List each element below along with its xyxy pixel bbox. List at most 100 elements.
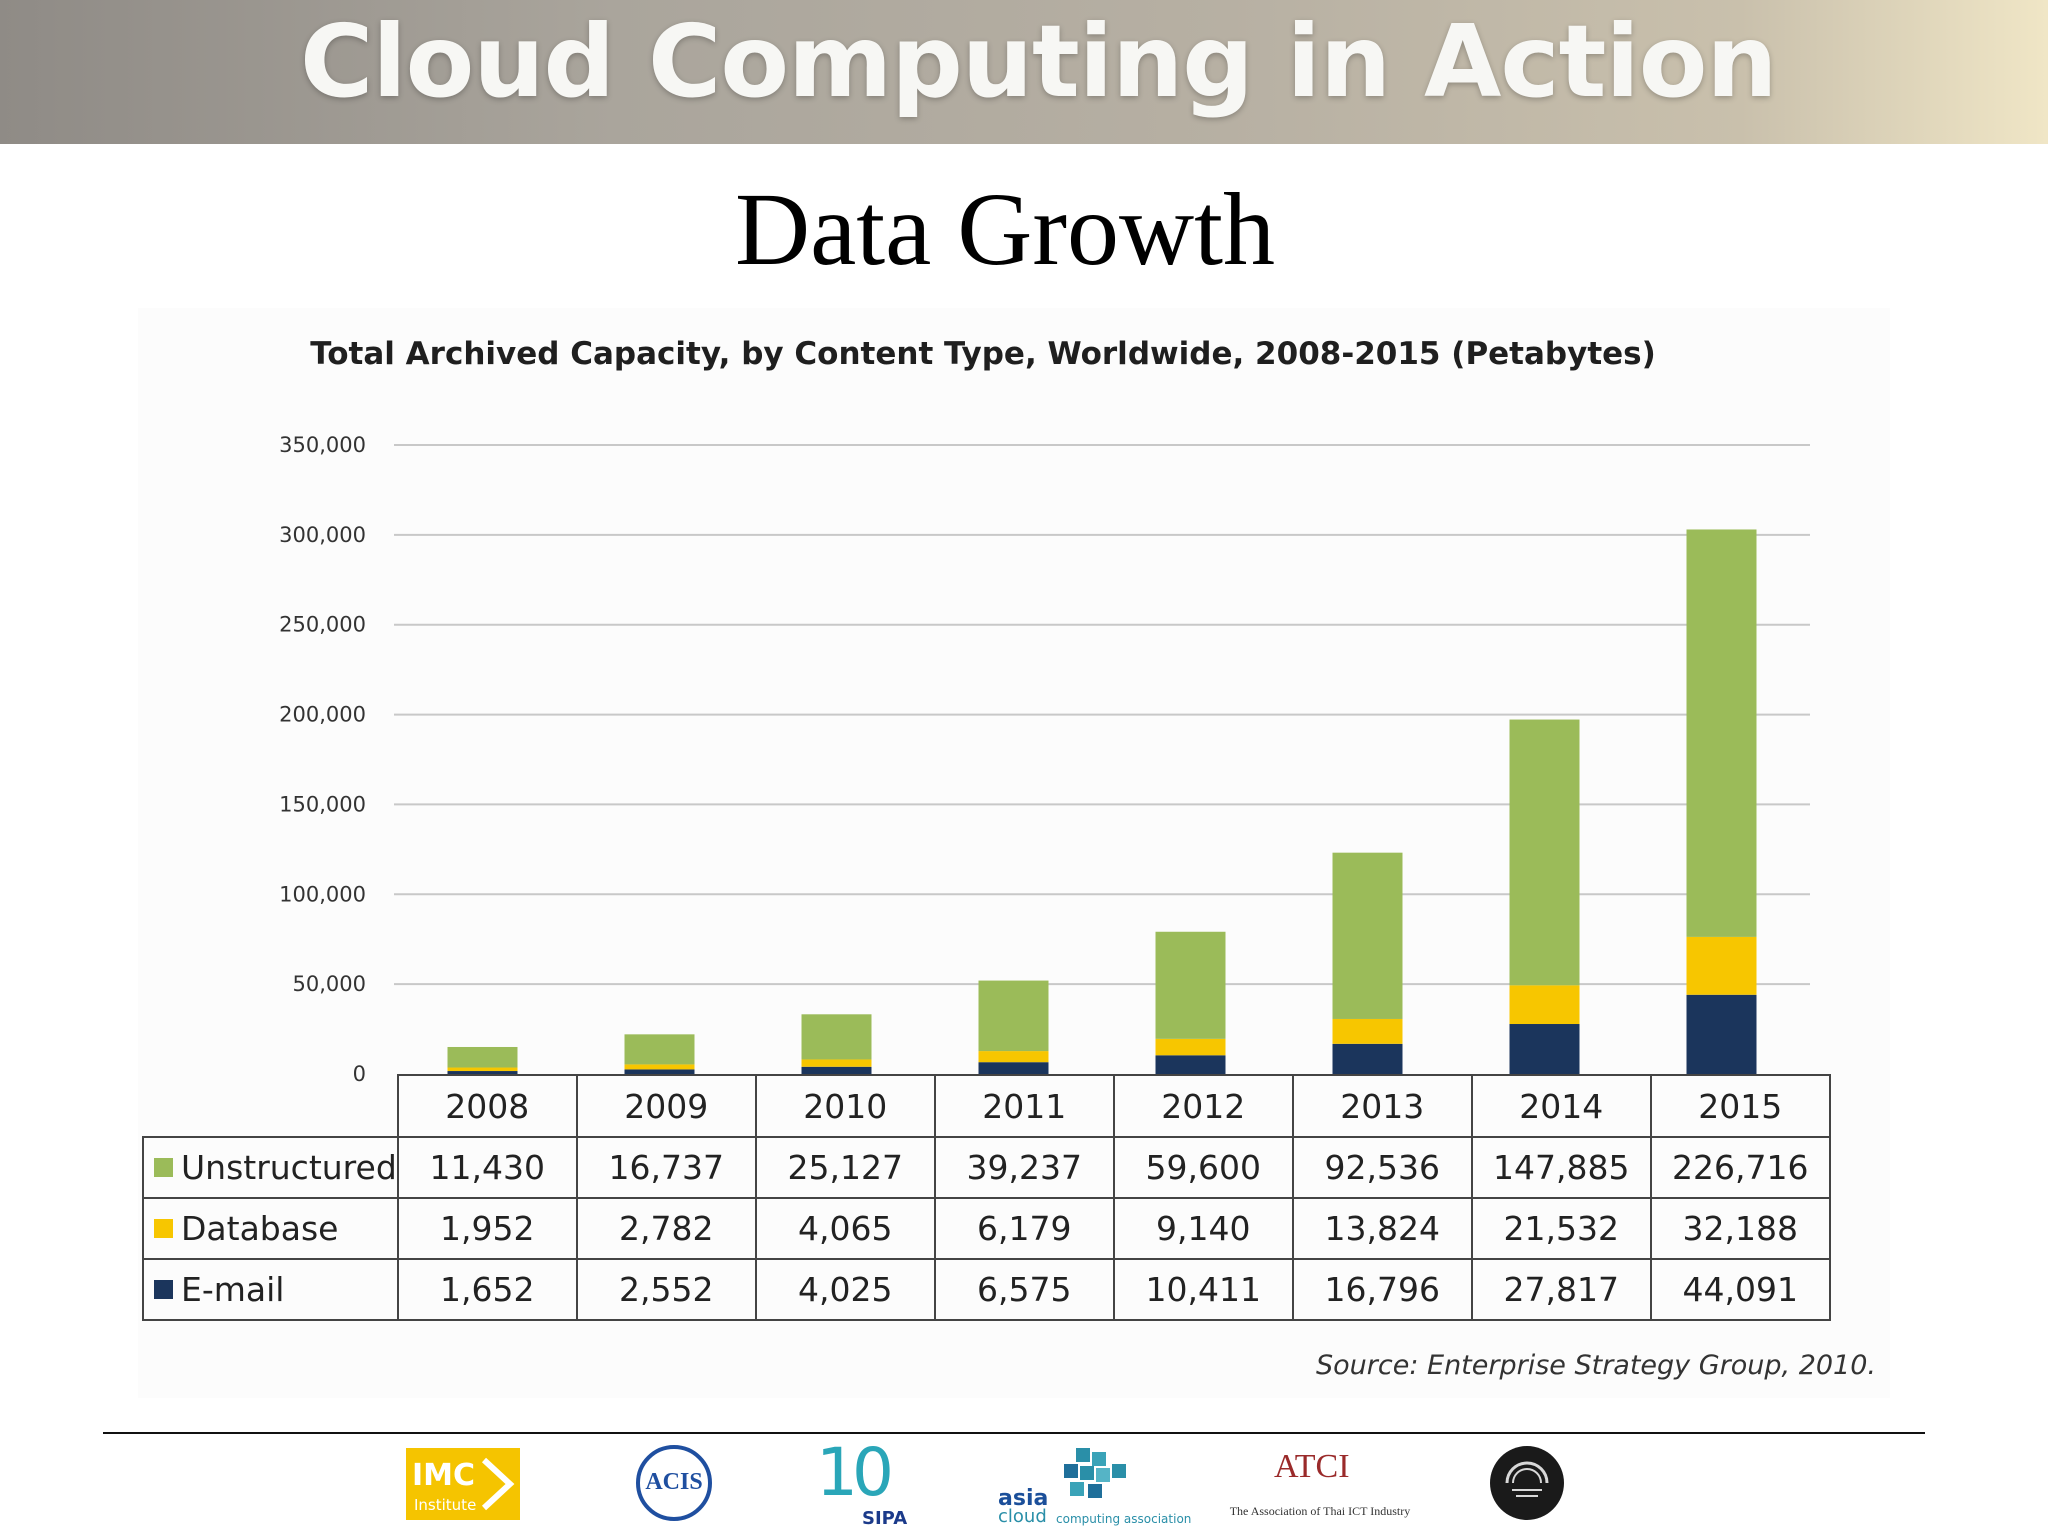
asia-logo-subtext: cloud xyxy=(998,1506,1047,1527)
y-tick-label: 50,000 xyxy=(293,972,366,996)
data-label: 1,952 xyxy=(396,1197,578,1260)
x-tick-label: 2014 xyxy=(1470,1074,1652,1138)
footer-divider xyxy=(103,1432,1925,1434)
y-tick-label: 0 xyxy=(353,1062,366,1086)
x-tick-label: 2009 xyxy=(575,1074,757,1138)
slide-title: Data Growth xyxy=(734,172,1276,287)
data-label: 147,885 xyxy=(1470,1136,1652,1199)
data-label: 11,430 xyxy=(396,1136,578,1199)
bar-database-2009 xyxy=(624,1064,695,1070)
legend-swatch xyxy=(154,1158,173,1177)
imc-institute-logo: IMC Institute xyxy=(406,1448,520,1520)
data-label: 27,817 xyxy=(1470,1258,1652,1321)
cloud-council-emblem-icon xyxy=(1505,1461,1549,1497)
data-table: 2008 2009 2010 2011 2012 2013 2014 2015 Unstruc… xyxy=(142,1074,1831,1321)
data-label: 59,600 xyxy=(1112,1136,1294,1199)
data-label: 9,140 xyxy=(1112,1197,1294,1260)
y-tick-label: 200,000 xyxy=(279,703,366,727)
bar-e-mail-2010 xyxy=(801,1066,872,1074)
x-tick-label: 2008 xyxy=(396,1074,578,1138)
bar-database-2008 xyxy=(447,1067,518,1072)
y-tick-label: 250,000 xyxy=(279,613,366,637)
x-tick-label: 2010 xyxy=(754,1074,936,1138)
data-label: 4,065 xyxy=(754,1197,936,1260)
banner-title: Cloud Computing in Action xyxy=(300,3,1778,120)
bar-e-mail-2013 xyxy=(1332,1043,1403,1074)
data-label: 10,411 xyxy=(1112,1258,1294,1321)
data-label: 226,716 xyxy=(1649,1136,1831,1199)
bar-e-mail-2011 xyxy=(978,1062,1049,1074)
chart-source: Source: Enterprise Strategy Group, 2010. xyxy=(1316,1350,1876,1381)
x-tick-label: 2015 xyxy=(1649,1074,1831,1138)
legend-entry: Unstructured xyxy=(142,1136,399,1199)
atci-logo-text: ATCI xyxy=(1274,1448,1350,1485)
imc-logo-text: IMC xyxy=(412,1458,476,1493)
data-label: 16,737 xyxy=(575,1136,757,1199)
atci-logo: ATCI The Association of Thai ICT Industr… xyxy=(1210,1446,1430,1526)
data-label: 21,532 xyxy=(1470,1197,1652,1260)
data-label: 44,091 xyxy=(1649,1258,1831,1321)
data-label: 32,188 xyxy=(1649,1197,1831,1260)
bars xyxy=(447,529,1757,1074)
acis-logo-text: ACIS xyxy=(645,1469,703,1495)
y-tick-label: 300,000 xyxy=(279,523,366,547)
chart-plot: 0 50,000 100,000 150,000 200,000 250,000 300,0… xyxy=(279,433,1810,1086)
data-label: 16,796 xyxy=(1291,1258,1473,1321)
y-tick-label: 100,000 xyxy=(279,882,366,906)
x-tick-label: 2012 xyxy=(1112,1074,1294,1138)
x-tick-label: 2011 xyxy=(933,1074,1115,1138)
asia-logo-text: asia xyxy=(998,1486,1049,1511)
bar-database-2014 xyxy=(1509,985,1580,1025)
legend-entry: E-mail xyxy=(142,1258,399,1321)
table-corner xyxy=(143,1075,398,1137)
bar-e-mail-2009 xyxy=(624,1069,695,1074)
cloud-squares-icon xyxy=(1064,1448,1126,1498)
data-label: 13,824 xyxy=(1291,1197,1473,1260)
bar-unstructured-2010 xyxy=(801,1014,872,1060)
table-body: Unstructured 11,430 16,737 25,127 39,237 59,6… xyxy=(142,1136,1831,1321)
y-axis-ticks: 0 50,000 100,000 150,000 200,000 250,000 300,0… xyxy=(279,433,366,1086)
table-row: E-mail 1,652 2,552 4,025 6,575 10,411 16,796 27… xyxy=(142,1258,1831,1321)
cloud-council-logo xyxy=(1490,1446,1564,1520)
bar-database-2015 xyxy=(1686,936,1757,995)
bar-unstructured-2014 xyxy=(1509,719,1580,986)
bar-database-2011 xyxy=(978,1051,1049,1063)
bar-unstructured-2015 xyxy=(1686,529,1757,937)
y-tick-label: 350,000 xyxy=(279,433,366,457)
bar-database-2012 xyxy=(1155,1038,1226,1056)
x-tick-label: 2013 xyxy=(1291,1074,1473,1138)
legend-label: Unstructured xyxy=(181,1148,397,1187)
sipa-10th-logo: 10 SIPA xyxy=(816,1434,926,1532)
bar-unstructured-2013 xyxy=(1332,852,1403,1019)
header-banner: Cloud Computing in Action xyxy=(0,0,2048,144)
legend-label: E-mail xyxy=(181,1270,285,1309)
bar-e-mail-2015 xyxy=(1686,994,1757,1074)
legend-swatch xyxy=(154,1280,173,1299)
bar-unstructured-2008 xyxy=(447,1046,518,1068)
acis-logo: ACIS xyxy=(636,1445,712,1521)
data-label: 4,025 xyxy=(754,1258,936,1321)
chart-container: Total Archived Capacity, by Content Type… xyxy=(138,308,1890,1398)
data-label: 25,127 xyxy=(754,1136,936,1199)
imc-arrow-icon xyxy=(481,1457,515,1511)
bar-database-2010 xyxy=(801,1059,872,1067)
bar-e-mail-2012 xyxy=(1155,1055,1226,1074)
bar-unstructured-2009 xyxy=(624,1034,695,1065)
legend-label: Database xyxy=(181,1209,339,1248)
imc-logo-subtext: Institute xyxy=(414,1496,477,1514)
table-row: Unstructured 11,430 16,737 25,127 39,237 59,6… xyxy=(142,1136,1831,1199)
bar-unstructured-2011 xyxy=(978,980,1049,1052)
asia-logo-tagline: computing association xyxy=(1056,1512,1192,1526)
bar-e-mail-2014 xyxy=(1509,1024,1580,1074)
data-label: 39,237 xyxy=(933,1136,1115,1199)
data-label: 2,552 xyxy=(575,1258,757,1321)
bar-unstructured-2012 xyxy=(1155,931,1226,1039)
legend-entry: Database xyxy=(142,1197,399,1260)
sipa-logo-number: 10 xyxy=(816,1434,894,1511)
bar-database-2013 xyxy=(1332,1018,1403,1044)
gridlines xyxy=(394,444,1810,986)
data-label: 6,575 xyxy=(933,1258,1115,1321)
chart-title: Total Archived Capacity, by Content Type… xyxy=(310,336,1656,372)
data-label: 92,536 xyxy=(1291,1136,1473,1199)
table-header-row: 2008 2009 2010 2011 2012 2013 2014 2015 xyxy=(143,1074,1831,1138)
